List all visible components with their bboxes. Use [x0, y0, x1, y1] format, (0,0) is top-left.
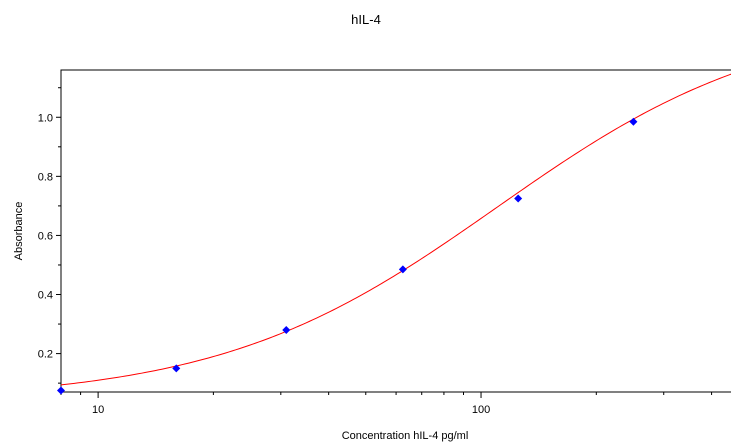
data-points: [57, 117, 638, 395]
y-tick-label-3: 0.8: [38, 171, 53, 183]
y-axis-label: Absorbance: [13, 202, 25, 261]
fit-curve: [60, 73, 731, 386]
x-tick-label-0: 10: [92, 404, 104, 416]
chart-title: hIL-4: [351, 12, 381, 27]
data-point-4: [514, 194, 523, 203]
y-axis: 0.2 0.4 0.6 0.8 1.0: [38, 87, 61, 384]
x-tick-label-1: 100: [472, 404, 490, 416]
x-axis-label: Concentration hIL-4 pg/ml: [342, 430, 469, 442]
y-tick-label-4: 1.0: [38, 112, 53, 124]
data-point-5: [629, 117, 638, 126]
data-point-1: [172, 364, 181, 373]
x-axis: 10 100: [60, 392, 713, 416]
data-point-0: [57, 386, 65, 395]
plot-area-frame: [60, 69, 731, 393]
y-tick-label-1: 0.4: [38, 290, 53, 302]
data-point-2: [282, 325, 291, 334]
y-tick-label-2: 0.6: [38, 230, 53, 242]
y-tick-label-0: 0.2: [38, 349, 53, 361]
data-point-3: [398, 265, 407, 274]
